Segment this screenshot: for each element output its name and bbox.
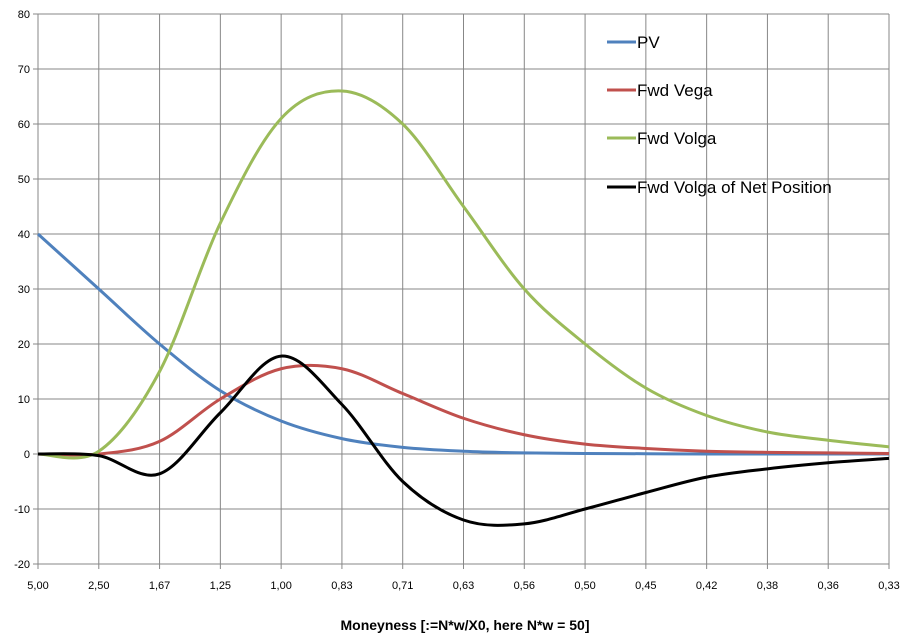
x-tick-label: 0,71 [392, 580, 413, 592]
y-tick-label: -10 [14, 504, 30, 516]
x-tick-label: 0,50 [574, 580, 595, 592]
legend: PV Fwd Vega Fwd Volga Fwd Volga of Net Posi… [607, 33, 832, 197]
legend-label: Fwd Volga [637, 129, 717, 148]
x-tick-label: 0,38 [757, 580, 778, 592]
y-tick-label: 60 [18, 119, 30, 131]
x-tick-label: 1,25 [210, 580, 231, 592]
y-tick-label: -20 [14, 559, 30, 571]
y-tick-label: 40 [18, 229, 30, 241]
y-tick-label: 20 [18, 339, 30, 351]
y-tick-label: 10 [18, 394, 30, 406]
x-tick-label: 0,83 [331, 580, 352, 592]
grid [37, 13, 890, 565]
x-tick-label: 1,00 [270, 580, 291, 592]
series-line-fwd-volga-of-net-position [37, 354, 890, 527]
y-tick-label: 70 [18, 64, 30, 76]
legend-item-pv: PV [607, 33, 660, 52]
x-tick-label: 0,42 [696, 580, 717, 592]
x-axis: 5,00 2,50 1,67 1,25 1,00 0,83 0,71 0,63 0,56 0,50… [27, 564, 900, 592]
y-axis: -20 -10 0 10 20 30 40 50 60 70 80 [14, 9, 38, 571]
series-lines [36, 89, 890, 527]
y-tick-label: 80 [18, 9, 30, 21]
x-tick-label: 5,00 [27, 580, 48, 592]
legend-item-fwd-vega: Fwd Vega [607, 81, 713, 100]
x-tick-label: 0,56 [514, 580, 535, 592]
x-axis-title: Moneyness [:=N*w/X0, here N*w = 50] [341, 617, 590, 633]
y-tick-label: 50 [18, 174, 30, 186]
legend-item-fwd-volga-of-net-position: Fwd Volga of Net Position [607, 178, 832, 197]
x-tick-label: 0,63 [453, 580, 474, 592]
legend-label: Fwd Volga of Net Position [637, 178, 832, 197]
x-tick-label: 1,67 [149, 580, 170, 592]
series-line-fwd-volga [37, 89, 890, 460]
x-tick-label: 0,33 [878, 580, 899, 592]
x-tick-label: 2,50 [88, 580, 109, 592]
legend-item-fwd-volga: Fwd Volga [607, 129, 717, 148]
x-tick-label: 0,45 [635, 580, 656, 592]
series-line-fwd-vega [37, 363, 890, 457]
series-line-pv [36, 232, 889, 456]
legend-label: PV [637, 33, 660, 52]
x-tick-label: 0,36 [818, 580, 839, 592]
y-tick-label: 0 [24, 449, 30, 461]
y-tick-label: 30 [18, 284, 30, 296]
legend-label: Fwd Vega [637, 81, 713, 100]
